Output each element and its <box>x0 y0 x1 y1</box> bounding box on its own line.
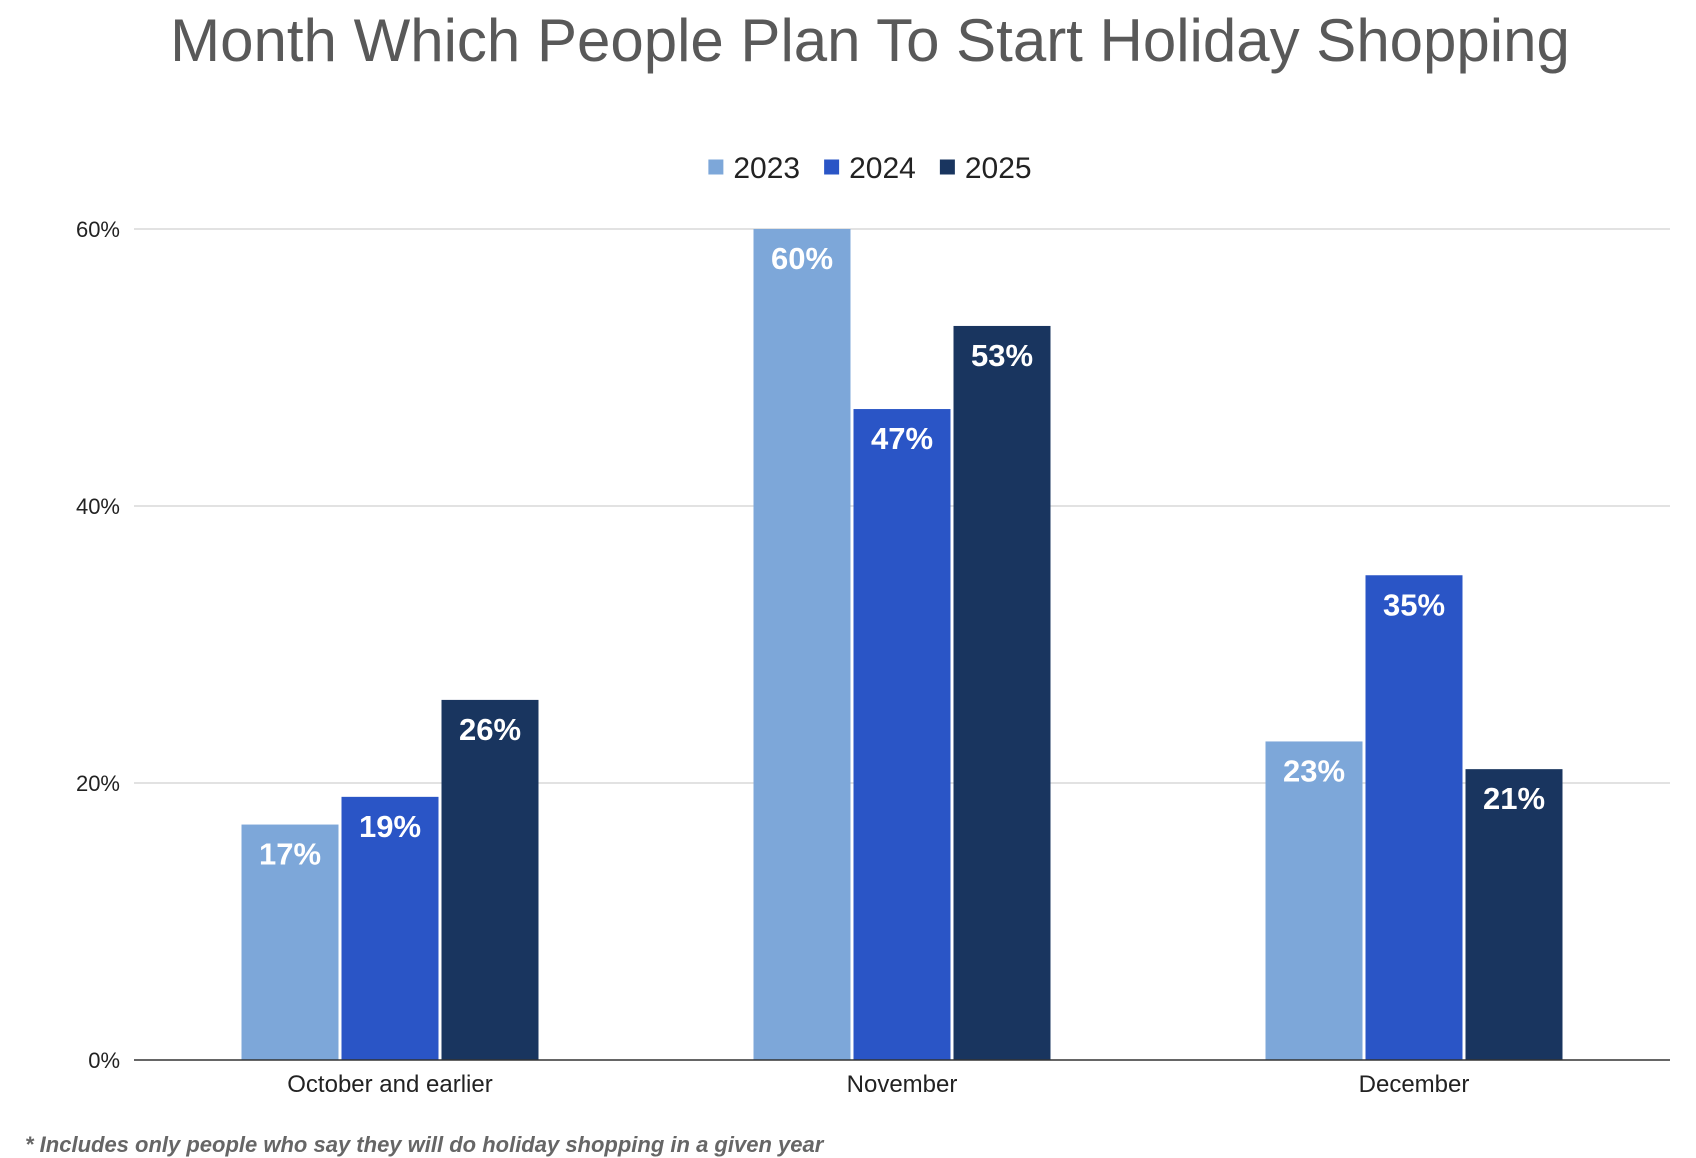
legend-item-2023: 2023 <box>708 152 800 185</box>
y-tick-label-20: 20% <box>76 771 120 796</box>
bar-november-2023 <box>753 229 851 1060</box>
legend-swatch-2023 <box>708 159 724 175</box>
data-label-november-2024: 47% <box>871 421 933 456</box>
legend-label-2025: 2025 <box>965 152 1032 185</box>
data-label-october-and-earlier-2025: 26% <box>459 712 521 747</box>
data-label-october-and-earlier-2024: 19% <box>359 809 421 844</box>
bar-october-and-earlier-2023 <box>241 824 339 1060</box>
data-label-december-2023: 23% <box>1283 753 1345 788</box>
y-tick-label-0: 0% <box>88 1048 120 1073</box>
legend-swatch-2024 <box>824 159 840 175</box>
x-tick-label-november: November <box>847 1071 958 1098</box>
y-tick-label-40: 40% <box>76 494 120 519</box>
data-label-november-2025: 53% <box>971 338 1033 373</box>
x-axis: October and earlier November December <box>134 1059 1670 1098</box>
bar-november-2025 <box>953 325 1051 1060</box>
legend-item-2024: 2024 <box>824 152 916 185</box>
bar-december-2023 <box>1265 741 1363 1060</box>
data-label-december-2024: 35% <box>1383 587 1445 622</box>
legend-item-2025: 2025 <box>939 152 1032 185</box>
legend: 2023 2024 2025 <box>708 152 1032 185</box>
bar-october-and-earlier-2024 <box>341 796 439 1060</box>
bar-december-2024 <box>1365 575 1463 1060</box>
data-label-october-and-earlier-2023: 17% <box>259 837 321 872</box>
x-tick-label-october-and-earlier: October and earlier <box>287 1071 492 1098</box>
bars: 17% 19% 26% 60% 47% 53% 23% 35% 21% <box>241 229 1563 1060</box>
y-axis: 0% 20% 40% 60% <box>76 217 120 1073</box>
chart-title: Month Which People Plan To Start Holiday… <box>170 7 1570 74</box>
bar-december-2025 <box>1465 769 1563 1060</box>
y-tick-label-60: 60% <box>76 217 120 242</box>
legend-label-2023: 2023 <box>733 152 800 185</box>
bar-october-and-earlier-2025 <box>441 699 539 1060</box>
legend-swatch-2025 <box>939 159 955 175</box>
bar-november-2024 <box>853 409 951 1060</box>
x-tick-label-december: December <box>1359 1071 1470 1098</box>
legend-label-2024: 2024 <box>849 152 916 185</box>
data-label-november-2023: 60% <box>771 241 833 276</box>
footnote: * Includes only people who say they will… <box>25 1132 825 1157</box>
data-label-december-2025: 21% <box>1483 781 1545 816</box>
